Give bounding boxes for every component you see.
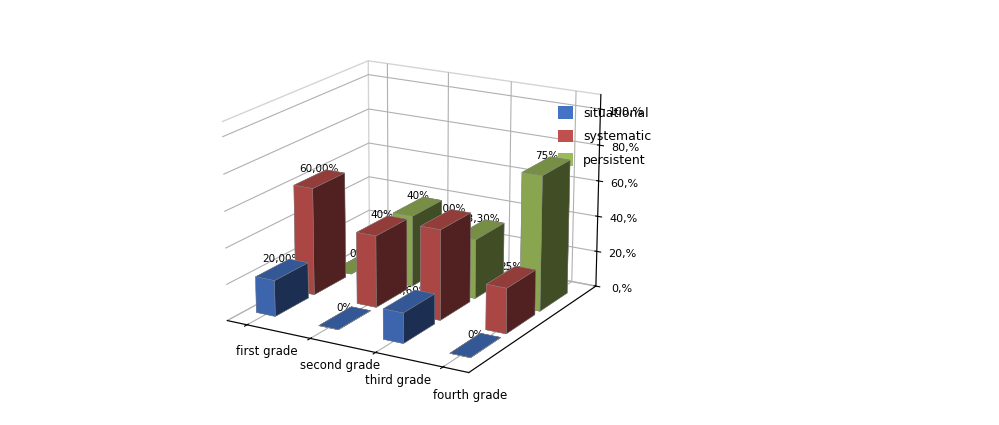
Legend: situational, systematic, persistent: situational, systematic, persistent [551, 100, 657, 173]
